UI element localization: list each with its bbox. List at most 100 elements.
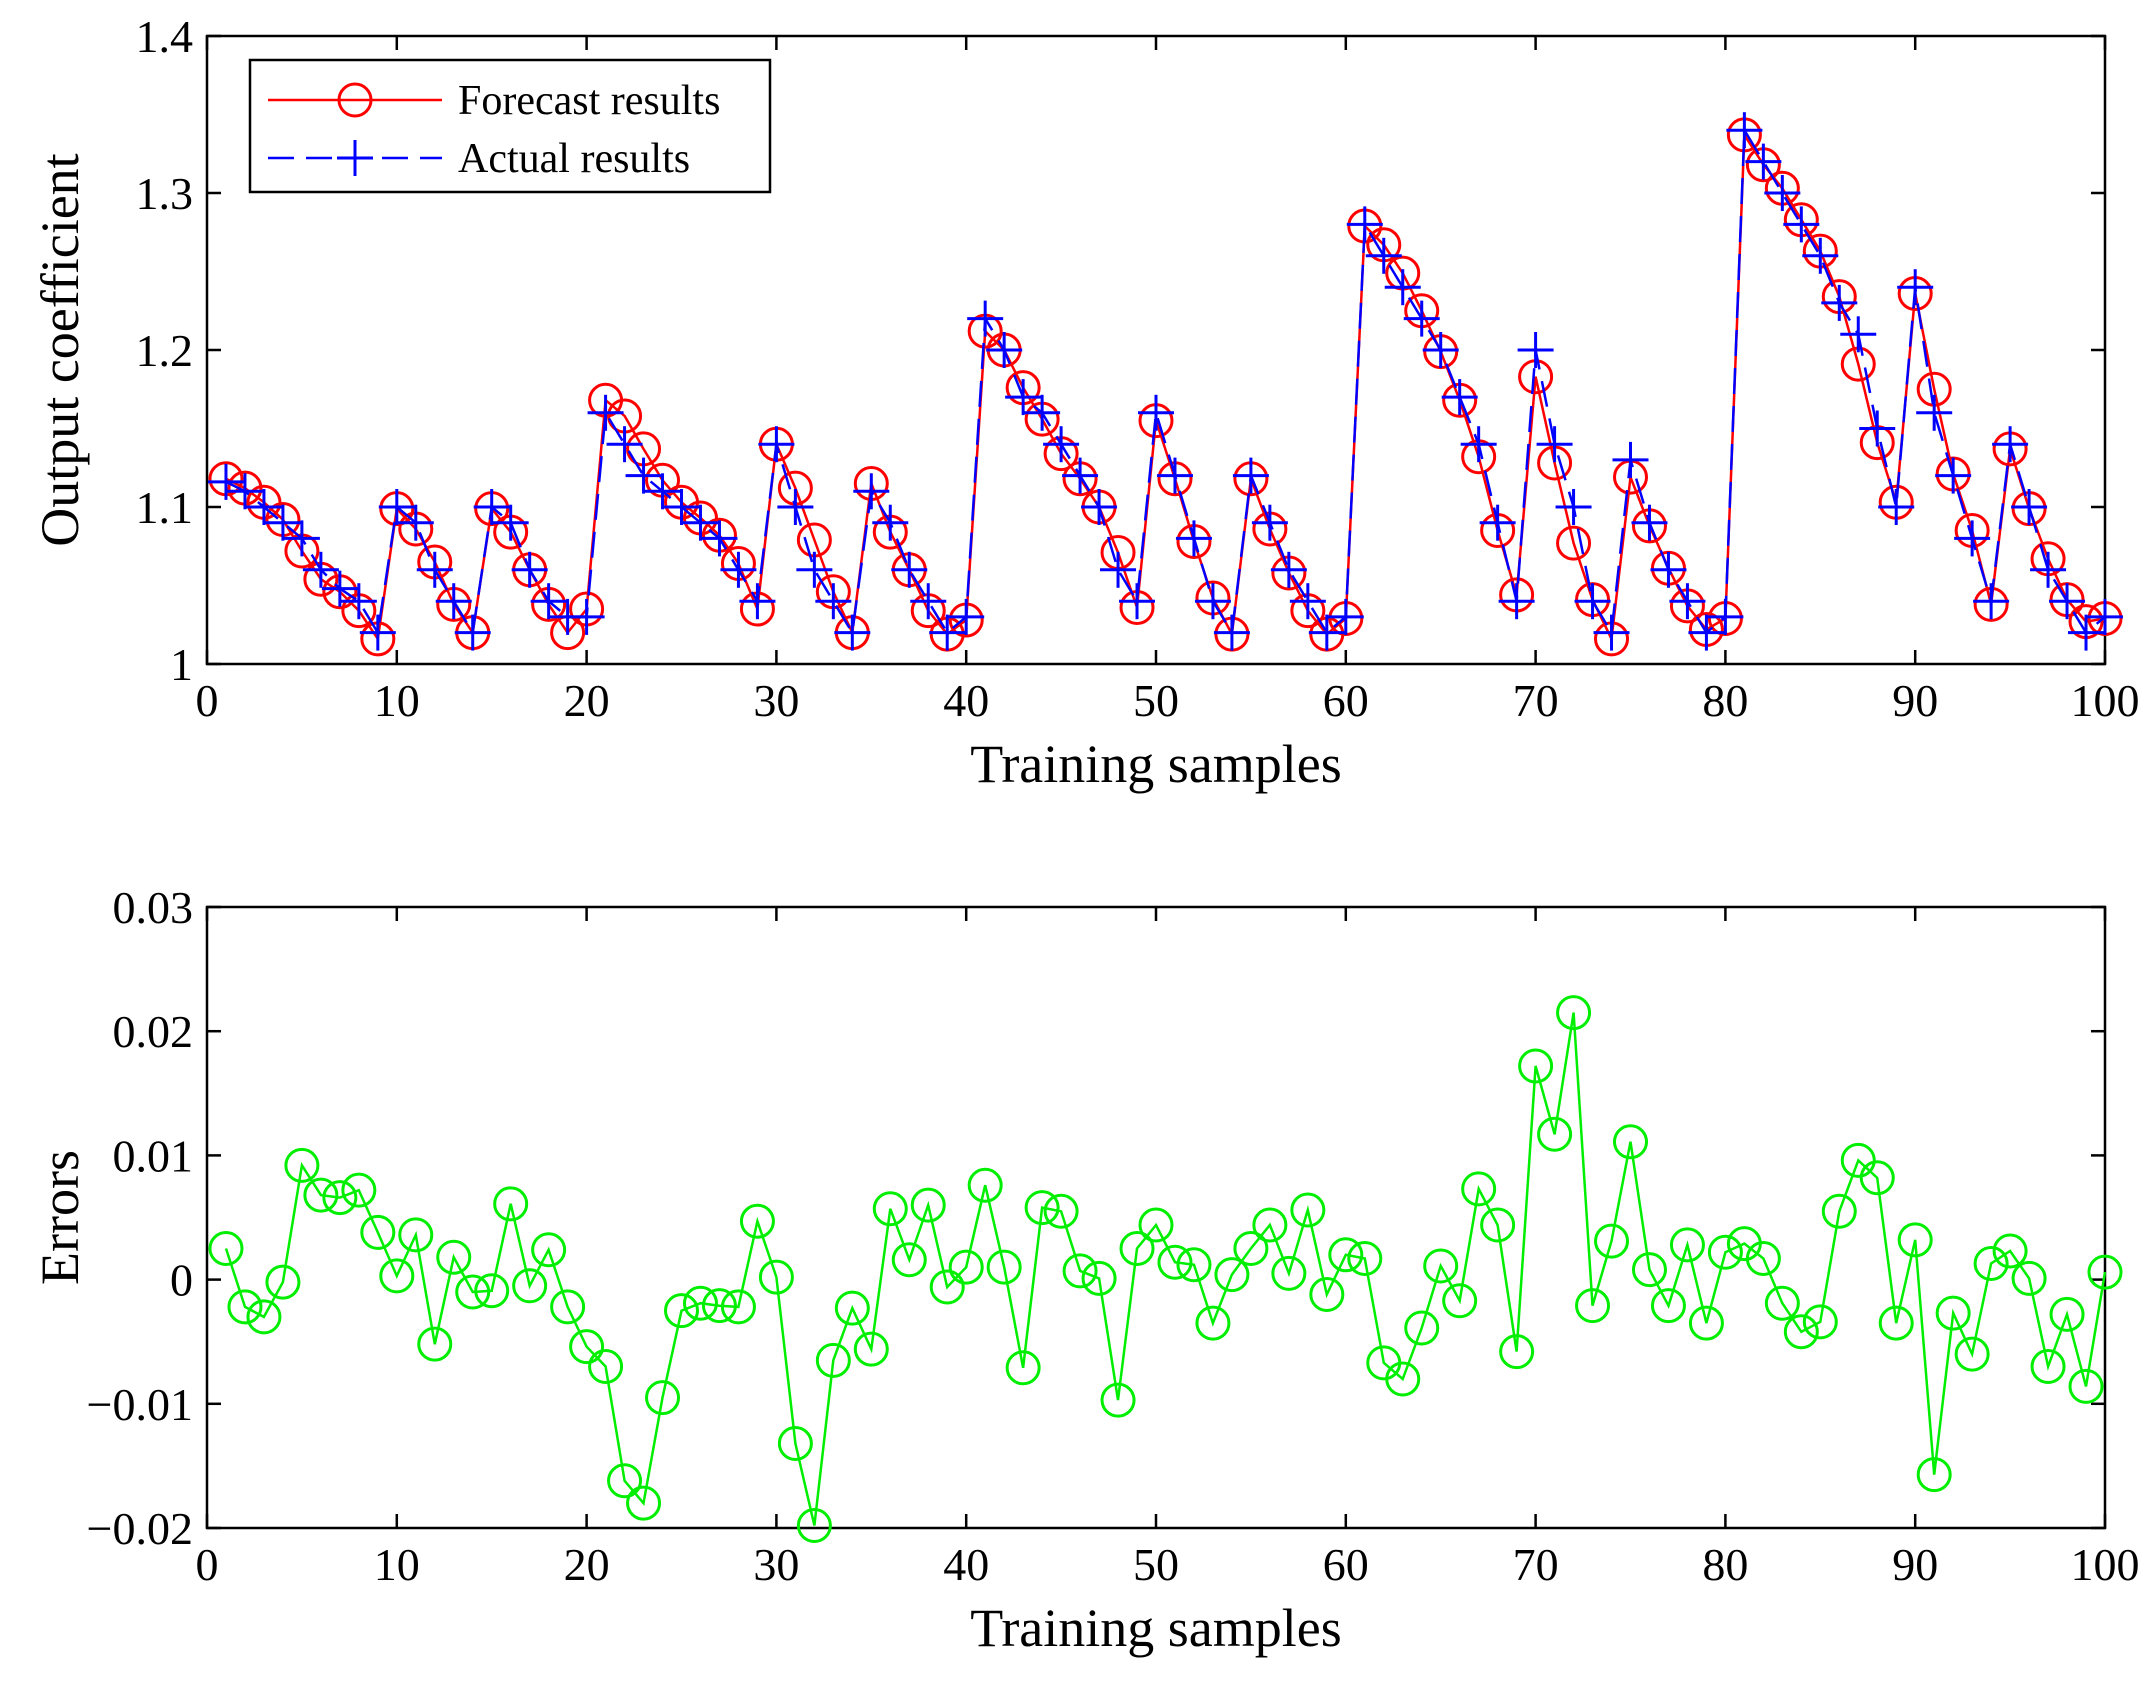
data-point-circle: [1005, 1350, 1041, 1386]
data-point-plus: [1897, 269, 1934, 306]
data-point-circle: [1556, 995, 1592, 1031]
data-point-plus: [1764, 175, 1801, 211]
data-point-circle: [1764, 1285, 1800, 1321]
x-tick-label: 20: [564, 1539, 610, 1590]
data-point-plus: [777, 489, 814, 525]
data-point-plus: [2068, 614, 2105, 651]
data-point-plus: [1631, 504, 1668, 541]
data-point-circle: [1916, 1457, 1952, 1493]
series-errors: [208, 995, 2123, 1544]
data-point-plus: [1384, 269, 1421, 306]
data-point-circle: [417, 1326, 453, 1362]
data-point-circle: [531, 1232, 567, 1268]
data-point-circle: [872, 1191, 908, 1227]
data-point-circle: [1271, 1255, 1307, 1291]
data-point-circle: [2049, 1296, 2085, 1332]
data-point-plus: [1346, 206, 1383, 243]
data-point-circle: [758, 1259, 794, 1295]
data-point-plus: [1726, 112, 1763, 149]
x-axis-label: Training samples: [970, 734, 1342, 794]
data-point-plus: [245, 489, 282, 525]
data-point-plus: [1194, 583, 1231, 620]
data-point-plus: [1403, 300, 1440, 337]
data-point-plus: [948, 598, 985, 635]
data-point-plus: [815, 583, 852, 620]
data-point-plus: [302, 551, 339, 588]
data-point-plus: [1802, 237, 1839, 274]
data-point-plus: [1119, 583, 1156, 620]
x-tick-label: 0: [196, 1539, 219, 1590]
data-point-plus: [1612, 441, 1649, 478]
x-tick-label: 60: [1323, 675, 1369, 726]
data-point-circle: [284, 1147, 320, 1183]
data-point-circle: [1062, 1253, 1098, 1289]
data-point-plus: [1840, 316, 1877, 353]
y-tick-label: 1.2: [136, 325, 194, 376]
data-point-plus: [1365, 237, 1402, 274]
data-point-circle: [1461, 1171, 1497, 1207]
data-point-circle: [1195, 1305, 1231, 1341]
data-point-circle: [474, 1273, 510, 1309]
data-point-plus: [1783, 206, 1820, 243]
y-tick-label: −0.01: [87, 1379, 193, 1430]
data-point-plus: [1498, 583, 1535, 620]
y-tick-label: 1: [170, 639, 193, 690]
data-point-plus: [1859, 410, 1896, 447]
data-point-plus: [1232, 457, 1269, 494]
data-point-plus: [2049, 583, 2086, 620]
data-point-circle: [1290, 1192, 1326, 1228]
data-point-circle: [550, 1289, 586, 1325]
data-point-plus: [606, 426, 643, 463]
data-point-plus: [587, 394, 624, 431]
y-tick-label: 1.3: [136, 168, 194, 219]
data-point-circle: [2011, 1260, 2047, 1296]
y-tick-label: 0.02: [113, 1006, 194, 1057]
data-point-plus: [568, 598, 605, 635]
x-tick-label: 70: [1513, 675, 1559, 726]
data-point-plus: [1536, 426, 1573, 463]
data-point-plus: [1062, 457, 1099, 494]
data-point-circle: [588, 1349, 624, 1385]
data-point-circle: [1954, 1336, 1990, 1372]
data-point-circle: [967, 1167, 1003, 1203]
data-point-circle: [815, 1342, 851, 1378]
data-point-circle: [834, 1290, 870, 1326]
data-point-plus: [1517, 332, 1554, 368]
x-tick-label: 90: [1892, 675, 1938, 726]
legend-label: Forecast results: [458, 78, 720, 124]
data-point-plus: [397, 504, 434, 541]
data-point-circle: [1802, 1304, 1838, 1340]
x-tick-label: 0: [196, 675, 219, 726]
data-point-circle: [1745, 1240, 1781, 1276]
x-tick-label: 60: [1323, 1539, 1369, 1590]
x-tick-label: 30: [753, 1539, 799, 1590]
data-point-plus: [1005, 379, 1042, 416]
x-tick-label: 20: [564, 675, 610, 726]
x-axis-label: Training samples: [970, 1598, 1342, 1658]
data-point-circle: [1138, 1207, 1174, 1243]
data-point-plus: [283, 520, 320, 557]
x-tick-label: 80: [1702, 1539, 1748, 1590]
data-point-plus: [853, 473, 890, 510]
data-point-plus: [1821, 284, 1858, 321]
data-point-plus: [1650, 551, 1687, 588]
data-point-circle: [1897, 1222, 1933, 1258]
data-point-circle: [1859, 1160, 1895, 1196]
data-point-circle: [910, 1187, 946, 1223]
data-point-plus: [226, 473, 263, 510]
data-point-circle: [1119, 1231, 1155, 1267]
data-point-circle: [265, 1264, 301, 1300]
data-point-circle: [1328, 1237, 1364, 1273]
x-tick-label: 50: [1133, 1539, 1179, 1590]
data-point-plus: [340, 583, 377, 620]
data-point-circle: [1100, 1382, 1136, 1418]
data-point-circle: [720, 1289, 756, 1325]
data-point-circle: [1480, 1207, 1516, 1243]
data-point-plus: [1555, 489, 1592, 525]
data-point-circle: [607, 1463, 643, 1499]
x-tick-label: 100: [2071, 675, 2140, 726]
data-point-plus: [207, 463, 244, 500]
data-point-plus: [644, 473, 681, 510]
data-point-plus: [378, 489, 415, 525]
y-axis-label: Output coefficient: [30, 153, 90, 546]
